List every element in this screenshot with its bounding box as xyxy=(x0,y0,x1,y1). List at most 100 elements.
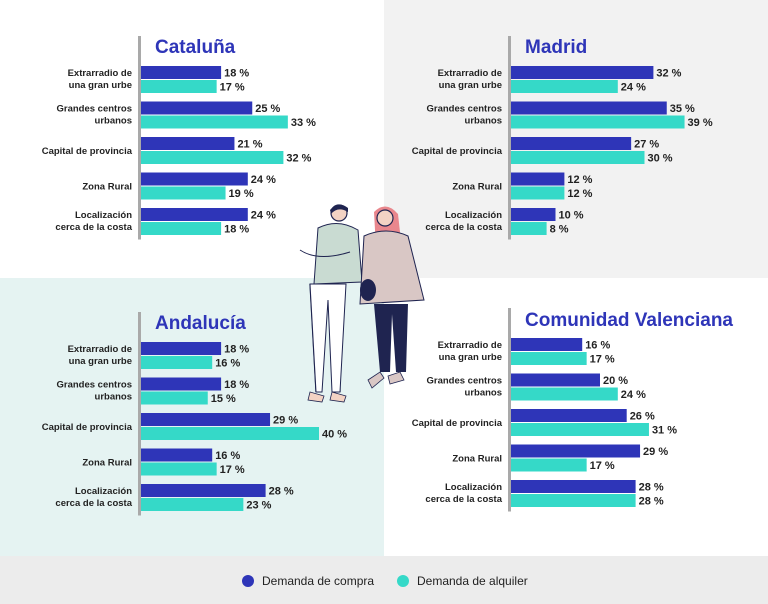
legend-alquiler-swatch xyxy=(397,575,409,587)
comunidad-valenciana-category-label-4-line0: Localización xyxy=(445,482,502,493)
legend-alquiler: Demanda de alquiler xyxy=(397,574,528,588)
madrid-bar-compra-3 xyxy=(511,172,565,186)
cataluna-value-label-compra-0: 18 % xyxy=(224,68,249,80)
madrid-axis xyxy=(508,36,511,240)
cataluna-category-label-4-line1: cerca de la costa xyxy=(55,222,132,233)
comunidad-valenciana-value-label-compra-0: 16 % xyxy=(585,340,610,352)
madrid-bar-compra-2 xyxy=(511,137,632,150)
andalucia-category-label-4-line0: Localización xyxy=(75,486,132,497)
cataluna-axis xyxy=(138,36,141,240)
andalucia-bar-compra-4 xyxy=(141,484,266,497)
andalucia-bar-compra-3 xyxy=(141,448,213,462)
comunidad-valenciana-bar-compra-4 xyxy=(511,480,636,493)
madrid-category-label-4-line1: cerca de la costa xyxy=(425,222,502,233)
andalucia-value-label-compra-0: 18 % xyxy=(224,344,249,356)
andalucia-category-label-0-line1: una gran urbe xyxy=(69,356,132,367)
madrid-value-label-alquiler-1: 39 % xyxy=(688,117,713,129)
cataluna-bar-alquiler-0 xyxy=(141,80,217,93)
andalucia-bar-alquiler-1 xyxy=(141,391,208,405)
legend-compra-swatch xyxy=(242,575,254,587)
comunidad-valenciana-bar-alquiler-2 xyxy=(511,423,649,436)
andalucia-bar-compra-2 xyxy=(141,413,271,426)
madrid-value-label-alquiler-3: 12 % xyxy=(567,188,592,200)
andalucia-value-label-alquiler-1: 15 % xyxy=(211,393,236,405)
cataluna-category-label-0-line0: Extrarradio de xyxy=(68,68,132,79)
cataluna-value-label-alquiler-4: 18 % xyxy=(224,224,249,236)
comunidad-valenciana-bar-alquiler-4 xyxy=(511,494,636,507)
cataluna-value-label-compra-4: 24 % xyxy=(251,210,276,222)
comunidad-valenciana-value-label-compra-3: 29 % xyxy=(643,446,668,458)
cataluna-value-label-compra-1: 25 % xyxy=(255,103,280,115)
legend-alquiler-label: Demanda de alquiler xyxy=(417,574,528,588)
cataluna-bar-compra-4 xyxy=(141,208,248,221)
andalucia-value-label-compra-1: 18 % xyxy=(224,379,249,391)
madrid-value-label-compra-4: 10 % xyxy=(559,210,584,222)
madrid-value-label-alquiler-2: 30 % xyxy=(648,153,673,165)
andalucia-bar-compra-0 xyxy=(141,342,222,355)
andalucia-axis xyxy=(138,312,141,516)
cataluna-bar-alquiler-3 xyxy=(141,186,226,200)
cataluna-value-label-compra-3: 24 % xyxy=(251,174,276,186)
andalucia-category-label-3: Zona Rural xyxy=(82,458,132,469)
comunidad-valenciana-category-label-4-line1: cerca de la costa xyxy=(425,494,502,505)
cataluna-category-label-1-line0: Grandes centros xyxy=(57,104,133,115)
cataluna-value-label-compra-2: 21 % xyxy=(237,139,262,151)
andalucia-value-label-compra-4: 28 % xyxy=(269,486,294,498)
cataluna-value-label-alquiler-2: 32 % xyxy=(286,153,311,165)
andalucia-bar-alquiler-0 xyxy=(141,356,213,369)
madrid-bar-compra-0 xyxy=(511,66,654,79)
couple-illustration xyxy=(299,204,425,403)
andalucia-category-label-4-line1: cerca de la costa xyxy=(55,498,132,509)
andalucia-bar-alquiler-3 xyxy=(141,462,217,476)
comunidad-valenciana-category-label-3: Zona Rural xyxy=(452,454,502,465)
andalucia-value-label-alquiler-3: 17 % xyxy=(220,464,245,476)
cataluna-bar-alquiler-1 xyxy=(141,115,288,129)
madrid-title: Madrid xyxy=(525,37,587,58)
legend-compra-label: Demanda de compra xyxy=(262,574,375,588)
legend-band xyxy=(0,556,768,604)
madrid-value-label-compra-1: 35 % xyxy=(670,103,695,115)
andalucia-value-label-alquiler-2: 40 % xyxy=(322,429,347,441)
madrid-bar-alquiler-2 xyxy=(511,151,645,164)
andalucia-category-label-2: Capital de provincia xyxy=(42,422,133,433)
madrid-bar-compra-4 xyxy=(511,208,556,221)
madrid-category-label-4-line0: Localización xyxy=(445,210,502,221)
comunidad-valenciana-value-label-alquiler-2: 31 % xyxy=(652,425,677,437)
madrid-category-label-1-line1: urbanos xyxy=(465,116,502,127)
madrid-bar-alquiler-1 xyxy=(511,115,685,129)
cataluna-bar-compra-1 xyxy=(141,101,253,115)
cataluna-category-label-0-line1: una gran urbe xyxy=(69,80,132,91)
madrid-category-label-3: Zona Rural xyxy=(452,182,502,193)
madrid-category-label-0-line1: una gran urbe xyxy=(439,80,502,91)
cataluna-category-label-2: Capital de provincia xyxy=(42,146,133,157)
andalucia-value-label-compra-3: 16 % xyxy=(215,450,240,462)
andalucia-value-label-alquiler-0: 16 % xyxy=(215,358,240,370)
madrid-bar-alquiler-3 xyxy=(511,186,565,200)
comunidad-valenciana-value-label-alquiler-0: 17 % xyxy=(590,354,615,366)
andalucia-category-label-0-line0: Extrarradio de xyxy=(68,344,132,355)
andalucia-value-label-alquiler-4: 23 % xyxy=(246,500,271,512)
andalucia-bar-alquiler-4 xyxy=(141,498,244,511)
madrid-bar-compra-1 xyxy=(511,101,667,115)
cataluna-title: Cataluña xyxy=(155,37,236,58)
andalucia-title: Andalucía xyxy=(155,313,246,334)
comunidad-valenciana-bar-compra-3 xyxy=(511,444,641,458)
madrid-category-label-1-line0: Grandes centros xyxy=(427,104,503,115)
andalucia-category-label-1-line0: Grandes centros xyxy=(57,380,133,391)
comunidad-valenciana-bar-alquiler-1 xyxy=(511,387,618,401)
andalucia-value-label-compra-2: 29 % xyxy=(273,415,298,427)
comunidad-valenciana-bar-compra-1 xyxy=(511,373,600,387)
comunidad-valenciana-value-label-alquiler-1: 24 % xyxy=(621,389,646,401)
madrid-value-label-alquiler-4: 8 % xyxy=(550,224,569,236)
andalucia-bar-compra-1 xyxy=(141,377,222,391)
cataluna-value-label-alquiler-1: 33 % xyxy=(291,117,316,129)
cataluna-category-label-1-line1: urbanos xyxy=(95,116,132,127)
madrid-value-label-alquiler-0: 24 % xyxy=(621,82,646,94)
comunidad-valenciana-bar-alquiler-0 xyxy=(511,352,587,365)
andalucia-bar-alquiler-2 xyxy=(141,427,319,440)
cataluna-bar-alquiler-2 xyxy=(141,151,284,164)
comunidad-valenciana-value-label-compra-1: 20 % xyxy=(603,375,628,387)
cataluna-value-label-alquiler-3: 19 % xyxy=(229,188,254,200)
comunidad-valenciana-bar-compra-0 xyxy=(511,338,583,351)
